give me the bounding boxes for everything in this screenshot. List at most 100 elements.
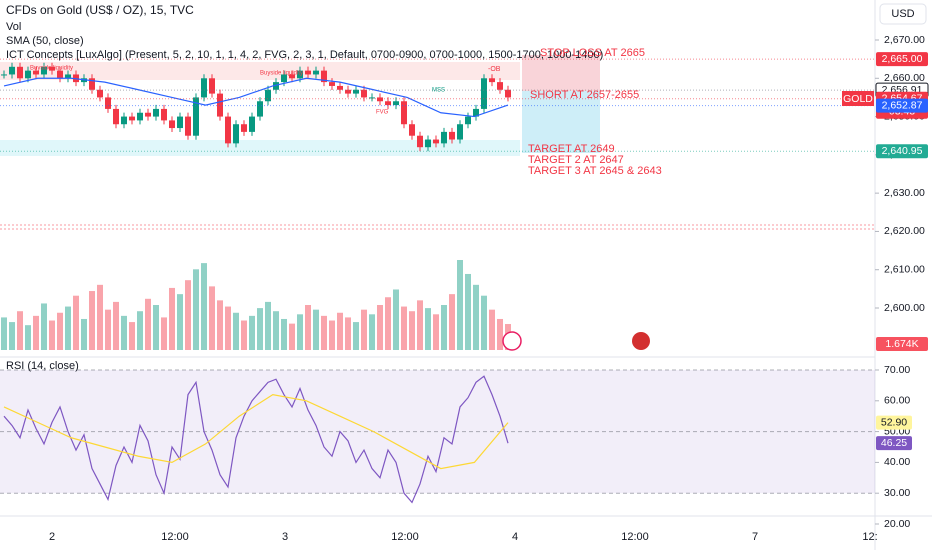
volume-bar: [113, 301, 119, 350]
x-tick-label: 12:00: [391, 531, 419, 543]
candle-body: [265, 89, 271, 102]
y-tick-label: 2,660.00: [884, 72, 925, 84]
y-tick-label: 2,630.00: [884, 187, 925, 199]
candle-body: [401, 101, 407, 125]
candle-body: [305, 70, 311, 75]
stop-zone: [522, 55, 600, 91]
volume-bar: [1, 317, 7, 350]
symbol-tag: [842, 91, 874, 106]
currency-button[interactable]: [879, 3, 927, 25]
volume-bar: [273, 311, 279, 350]
annotation: STOP LOSS AT 2665: [540, 47, 645, 59]
rsi-tag-label: 52.90: [881, 416, 907, 428]
candle-body: [201, 78, 207, 98]
candle-body: [465, 116, 471, 125]
volume-bar: [369, 314, 375, 350]
candle-body: [225, 116, 231, 144]
candle-body: [425, 139, 431, 148]
volume-bar: [65, 306, 71, 350]
annotation: SHORT AT 2657-2655: [530, 89, 639, 101]
volume-bar: [153, 305, 159, 350]
x-tick-label: 2: [49, 531, 55, 543]
candle-body: [361, 89, 367, 98]
candle-body: [241, 124, 247, 132]
candle-body: [137, 112, 143, 121]
x-tick-label: 12:: [862, 531, 877, 543]
candle-body: [449, 131, 455, 140]
candle-body: [9, 66, 15, 75]
volume-bar: [97, 284, 103, 350]
x-tick-label: 12:00: [621, 531, 649, 543]
event-icon[interactable]: [502, 331, 522, 351]
ict-legend: ICT Concepts [LuxAlgo] (Present, 5, 2, 1…: [6, 49, 603, 61]
rsi-tag: [876, 436, 912, 451]
volume-bar: [241, 320, 247, 350]
candle-body: [105, 97, 111, 109]
candle-body: [145, 112, 151, 117]
rsi-ma-line: [3, 394, 509, 470]
rsi-tick-label: 30.00: [884, 487, 910, 499]
flag-icon[interactable]: [632, 332, 650, 350]
volume-bar: [457, 260, 463, 350]
supply-zone: [0, 62, 520, 80]
volume-bar: [105, 309, 111, 350]
candle-body: [25, 70, 31, 79]
volume-bar: [305, 305, 311, 350]
rsi-tick-label: 60.00: [884, 395, 910, 407]
volume-bar: [17, 311, 23, 350]
price-tag: [876, 52, 928, 67]
candle-body: [433, 139, 439, 144]
candle-body: [161, 108, 167, 121]
candle-body: [353, 89, 359, 94]
currency[interactable]: USD: [891, 8, 914, 20]
volume-bar: [409, 311, 415, 350]
volume-bar: [217, 300, 223, 350]
candle-body: [329, 82, 335, 86]
y-tick-label: 2,620.00: [884, 225, 925, 237]
volume-bar: [33, 315, 39, 350]
volume-bar: [257, 308, 263, 350]
x-tick-label: 7: [752, 531, 758, 543]
volume-tag-label: 1.674K: [885, 338, 918, 350]
volume-bar: [177, 294, 183, 350]
zone-label: FVG: [376, 110, 389, 116]
volume-bar: [449, 294, 455, 350]
candle-body: [393, 101, 399, 106]
zone-label: Buyside liquidity: [30, 66, 73, 72]
candle-body: [97, 89, 103, 98]
volume-bar: [361, 309, 367, 350]
rsi-tick-label: 40.00: [884, 456, 910, 468]
volume-bar: [185, 280, 191, 350]
rsi-line: [3, 375, 509, 504]
target-zone: [522, 91, 600, 153]
candle-body: [441, 131, 447, 144]
volume-bar: [281, 318, 287, 350]
rsi-tick-label: 20.00: [884, 518, 910, 530]
candle-body: [177, 116, 183, 129]
volume-bar: [465, 273, 471, 350]
demand-zone: [0, 140, 520, 156]
volume-bar: [225, 306, 231, 350]
vol-legend: Vol: [6, 21, 21, 33]
candle-body: [33, 70, 39, 75]
price-tag-label: 2,652.87: [882, 99, 923, 111]
candle-body: [289, 74, 295, 79]
volume-bar: [201, 263, 207, 350]
candle-body: [505, 89, 511, 98]
candle-body: [41, 66, 47, 75]
x-tick-label: 12:00: [161, 531, 189, 543]
volume-bar: [145, 298, 151, 350]
candle-body: [281, 74, 287, 83]
candle-body: [1, 74, 7, 76]
candle-body: [345, 89, 351, 94]
volume-bar: [337, 312, 343, 350]
annotation: TARGET 2 AT 2647: [528, 154, 624, 166]
annotation: TARGET AT 2649: [528, 143, 615, 155]
rsi-legend: RSI (14, close): [6, 360, 79, 372]
candle-body: [89, 78, 95, 90]
volume-bar: [265, 301, 271, 350]
zone-label: MSS: [432, 88, 445, 94]
volume-bar: [385, 297, 391, 350]
